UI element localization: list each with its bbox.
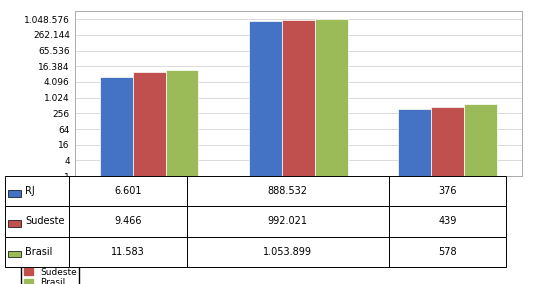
- Bar: [8, 220, 21, 227]
- Bar: [69, 206, 187, 237]
- Text: Sudeste: Sudeste: [25, 216, 64, 226]
- Bar: [166, 70, 198, 284]
- Text: 1.053.899: 1.053.899: [263, 247, 312, 257]
- Bar: [5, 237, 69, 267]
- Bar: [315, 19, 348, 284]
- Text: 376: 376: [439, 186, 457, 196]
- Legend: RJ, Sudeste, Brasil: RJ, Sudeste, Brasil: [21, 254, 79, 284]
- Bar: [100, 77, 133, 284]
- Text: 888.532: 888.532: [268, 186, 308, 196]
- Text: 6.601: 6.601: [114, 186, 142, 196]
- Bar: [431, 107, 464, 284]
- Text: 9.466: 9.466: [114, 216, 142, 226]
- Text: 11.583: 11.583: [111, 247, 145, 257]
- Bar: [187, 176, 389, 206]
- Bar: [5, 206, 69, 237]
- Bar: [389, 237, 506, 267]
- Bar: [464, 104, 497, 284]
- Bar: [69, 176, 187, 206]
- Bar: [389, 206, 506, 237]
- Bar: [282, 20, 315, 284]
- Bar: [69, 237, 187, 267]
- Bar: [187, 206, 389, 237]
- Text: Brasil: Brasil: [25, 247, 52, 257]
- Bar: [8, 190, 21, 197]
- Text: 578: 578: [439, 247, 457, 257]
- Bar: [8, 250, 21, 257]
- Bar: [249, 21, 282, 284]
- Bar: [133, 72, 166, 284]
- Bar: [389, 176, 506, 206]
- Text: 439: 439: [439, 216, 457, 226]
- Text: 992.021: 992.021: [268, 216, 308, 226]
- Bar: [399, 109, 431, 284]
- Bar: [5, 176, 69, 206]
- Bar: [187, 237, 389, 267]
- Text: RJ: RJ: [25, 186, 35, 196]
